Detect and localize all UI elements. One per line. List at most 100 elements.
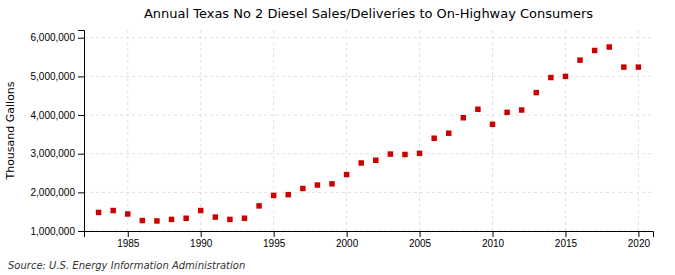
tick-label: 4,000,000 xyxy=(31,110,76,121)
tick: 1995 xyxy=(263,231,286,249)
point xyxy=(154,218,159,223)
point xyxy=(213,214,218,219)
tick-mark xyxy=(78,231,84,232)
annotation: Source: U.S. Energy Information Administ… xyxy=(8,260,245,271)
point xyxy=(577,57,582,62)
tick-label: 1985 xyxy=(117,238,140,249)
tick: 2000 xyxy=(336,231,359,249)
axis-line xyxy=(85,232,654,238)
axis-line xyxy=(78,31,85,232)
grid-line xyxy=(492,30,493,231)
tick-mark xyxy=(78,154,84,155)
point xyxy=(256,203,261,208)
tick-mark xyxy=(78,192,84,193)
tick-label: 1995 xyxy=(263,238,286,249)
point xyxy=(198,208,203,213)
tick-label: 1990 xyxy=(190,238,213,249)
tick-label: 6,000,000 xyxy=(31,32,76,43)
point xyxy=(606,44,611,49)
tick-mark xyxy=(420,231,421,237)
tick-label: 3,000,000 xyxy=(31,148,76,159)
point xyxy=(373,158,378,163)
tick: 6,000,000 xyxy=(31,32,85,43)
point xyxy=(563,74,568,79)
tick: 1985 xyxy=(117,231,140,249)
point xyxy=(548,75,553,80)
point xyxy=(271,193,276,198)
point xyxy=(519,107,524,112)
grid-line xyxy=(84,192,653,193)
tick: 2005 xyxy=(409,231,432,249)
point xyxy=(227,217,232,222)
tick: 3,000,000 xyxy=(31,148,85,159)
tick-label: 5,000,000 xyxy=(31,71,76,82)
tick: 5,000,000 xyxy=(31,71,85,82)
point xyxy=(461,115,466,120)
point xyxy=(242,216,247,221)
tick: 4,000,000 xyxy=(31,110,85,121)
point xyxy=(96,210,101,215)
grid-line xyxy=(346,30,347,231)
x-axis: 1985 1990 1995 2000 2005 2010 2015 2020 xyxy=(85,231,654,249)
point xyxy=(504,110,509,115)
point xyxy=(315,182,320,187)
tick-mark xyxy=(274,231,275,237)
tick-mark xyxy=(128,231,129,237)
point xyxy=(402,152,407,157)
title: Annual Texas No 2 Diesel Sales/Deliverie… xyxy=(144,6,593,21)
point xyxy=(358,160,363,165)
point xyxy=(417,151,422,156)
grid-line xyxy=(84,153,653,154)
tick: 2010 xyxy=(482,231,505,249)
point xyxy=(329,181,334,186)
tick-label: 2,000,000 xyxy=(31,187,76,198)
grid-line xyxy=(565,30,566,231)
tick-label: 2005 xyxy=(409,238,432,249)
tick-label: 1,000,000 xyxy=(31,226,76,237)
point xyxy=(344,172,349,177)
point xyxy=(534,90,539,95)
tick-label: 2020 xyxy=(628,238,651,249)
points xyxy=(96,44,641,223)
tick: 2,000,000 xyxy=(31,187,85,198)
y-axis: 1,000,000 2,000,000 3,000,000 4,000,000 5,00… xyxy=(31,31,85,237)
point xyxy=(300,186,305,191)
point xyxy=(140,218,145,223)
grid-line xyxy=(84,37,653,38)
point xyxy=(446,130,451,135)
grid-line xyxy=(273,30,274,231)
point xyxy=(636,64,641,69)
tick-mark xyxy=(78,76,84,77)
grid-line xyxy=(84,115,653,116)
tick-mark xyxy=(493,231,494,237)
point xyxy=(592,48,597,53)
point xyxy=(490,122,495,127)
tick-label: 2010 xyxy=(482,238,505,249)
grid xyxy=(84,30,653,231)
tick: 1990 xyxy=(190,231,213,249)
tick-mark xyxy=(201,231,202,237)
point xyxy=(475,107,480,112)
tick-mark xyxy=(638,231,639,237)
tick-label: 2015 xyxy=(555,238,578,249)
tick-mark xyxy=(78,115,84,116)
grid-line xyxy=(638,30,639,231)
point xyxy=(621,64,626,69)
y-axis-label: Thousand Gallons xyxy=(4,81,17,180)
grid-line xyxy=(127,30,128,231)
grid-line xyxy=(419,30,420,231)
point xyxy=(183,216,188,221)
tick: 2015 xyxy=(555,231,578,249)
tick: 1,000,000 xyxy=(31,226,85,237)
chart: 1985 1990 1995 2000 2005 2010 2015 2020 1,000,00… xyxy=(0,0,675,275)
point xyxy=(169,217,174,222)
point xyxy=(110,208,115,213)
tick-label: 2000 xyxy=(336,238,359,249)
tick: 2020 xyxy=(628,231,651,249)
tick-mark xyxy=(565,231,566,237)
plot: 1985 1990 1995 2000 2005 2010 2015 2020 1,000,00… xyxy=(31,30,654,249)
tick-mark xyxy=(347,231,348,237)
grid-line xyxy=(200,30,201,231)
point xyxy=(388,151,393,156)
point xyxy=(431,135,436,140)
